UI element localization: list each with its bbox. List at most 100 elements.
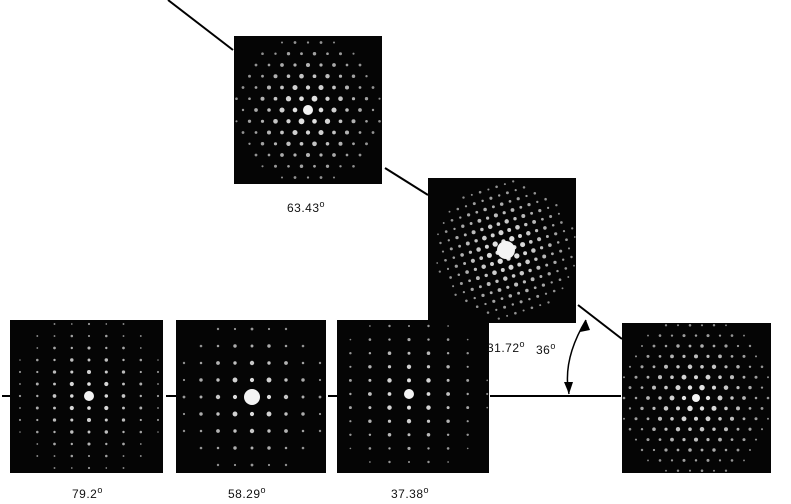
diffraction-spot xyxy=(233,429,237,433)
diffraction-spot xyxy=(427,324,430,328)
diffraction-panel-right xyxy=(622,323,771,473)
diffraction-spot xyxy=(122,382,125,386)
diffraction-spot xyxy=(664,344,668,348)
diffraction-spot xyxy=(324,118,331,124)
diffraction-spot xyxy=(368,378,372,382)
diffraction-spot xyxy=(156,394,160,398)
diffraction-spot xyxy=(266,85,272,90)
diffraction-spot xyxy=(254,86,258,89)
diffraction-spot xyxy=(682,458,686,462)
diffraction-spot xyxy=(573,236,576,238)
diffraction-spot xyxy=(338,52,343,56)
diffraction-spot xyxy=(199,344,203,348)
diffraction-spot xyxy=(70,334,74,338)
diffraction-spot xyxy=(139,455,142,457)
diffraction-spot xyxy=(407,405,411,410)
diffraction-spot xyxy=(528,297,531,301)
diffraction-spot xyxy=(407,433,411,437)
diffraction-spot xyxy=(458,244,461,248)
diffraction-spot xyxy=(284,327,288,331)
diffraction-spot xyxy=(215,394,221,400)
diffraction-spot xyxy=(459,216,462,219)
diffraction-spot xyxy=(36,394,39,398)
diffraction-spot xyxy=(463,262,467,265)
diffraction-spot xyxy=(349,447,352,450)
diffraction-spot xyxy=(455,235,459,240)
diffraction-spot xyxy=(122,455,125,457)
diffraction-spot xyxy=(536,294,540,298)
diffraction-spot xyxy=(325,73,330,79)
diffraction-spot xyxy=(407,460,411,464)
diffraction-spot xyxy=(261,74,264,78)
diffraction-spot xyxy=(525,259,530,265)
diffraction-spot xyxy=(267,327,271,331)
diffraction-spot xyxy=(332,63,336,67)
diffraction-spot xyxy=(292,129,298,136)
diffraction-spot xyxy=(623,417,625,420)
diffraction-spot xyxy=(344,85,350,90)
diffraction-spot xyxy=(515,224,520,230)
diffraction-spot xyxy=(104,358,109,362)
diffraction-spot xyxy=(473,296,476,300)
diffraction-spot xyxy=(538,208,542,213)
diffraction-spot xyxy=(319,176,323,179)
diffraction-spot xyxy=(497,194,501,197)
diffraction-spot xyxy=(182,378,186,382)
diffraction-spot xyxy=(406,364,412,369)
diffraction-spot xyxy=(486,379,489,382)
diffraction-spot xyxy=(121,418,126,422)
diffraction-spot xyxy=(19,359,21,361)
diffraction-spot xyxy=(284,463,288,467)
diffraction-spot xyxy=(122,323,125,325)
diffraction-spot xyxy=(368,338,372,341)
diffraction-spot xyxy=(369,325,371,327)
angle-label-middle: 31.72o xyxy=(487,339,526,356)
spot-pattern-bottom-3 xyxy=(348,324,489,464)
diffraction-spot xyxy=(36,347,39,349)
diffraction-spot xyxy=(524,222,528,227)
diffraction-spot xyxy=(273,164,278,168)
diffraction-spot xyxy=(199,361,203,365)
diffraction-spot xyxy=(693,375,699,380)
diffraction-spot xyxy=(486,392,489,396)
diffraction-spot xyxy=(470,287,474,292)
diffraction-spot xyxy=(86,417,92,423)
diffraction-spot xyxy=(663,406,669,411)
diffraction-spot xyxy=(461,224,465,228)
diffraction-spot xyxy=(536,200,539,204)
diffraction-spot xyxy=(53,382,56,386)
diffraction-spot xyxy=(348,406,352,410)
diffraction-spot xyxy=(519,270,525,276)
diffraction-spot xyxy=(280,176,284,179)
diffraction-spot xyxy=(280,63,284,67)
diffraction-spot xyxy=(706,354,710,358)
diffraction-spot xyxy=(516,197,520,201)
diffraction-spot xyxy=(640,386,644,389)
diffraction-spot xyxy=(305,62,311,68)
diffraction-spot xyxy=(301,361,305,365)
diffraction-spot xyxy=(475,305,479,308)
diffraction-spot xyxy=(553,260,557,265)
diffraction-spot xyxy=(344,130,350,135)
diffraction-spot xyxy=(699,426,705,432)
diffraction-spot xyxy=(497,317,500,320)
diffraction-spot xyxy=(522,280,527,284)
diffraction-spot xyxy=(748,365,752,369)
diffraction-spot xyxy=(199,446,203,450)
diffraction-spot xyxy=(139,382,143,386)
diffraction-spot xyxy=(670,437,674,442)
diffraction-spot xyxy=(718,375,722,379)
diffraction-spot xyxy=(503,183,506,186)
diffraction-spot xyxy=(658,334,662,337)
diffraction-spot xyxy=(675,427,681,432)
diffraction-spot xyxy=(254,63,258,67)
diffraction-spot xyxy=(36,455,39,457)
diffraction-spot xyxy=(338,96,343,102)
diffraction-spot xyxy=(284,412,288,416)
diffraction-spot xyxy=(502,211,506,215)
diffraction-spot xyxy=(446,267,450,270)
diffraction-spot xyxy=(284,378,288,382)
diffraction-spot xyxy=(506,285,510,289)
diffraction-spot xyxy=(19,383,21,385)
diffraction-spot xyxy=(280,130,284,135)
